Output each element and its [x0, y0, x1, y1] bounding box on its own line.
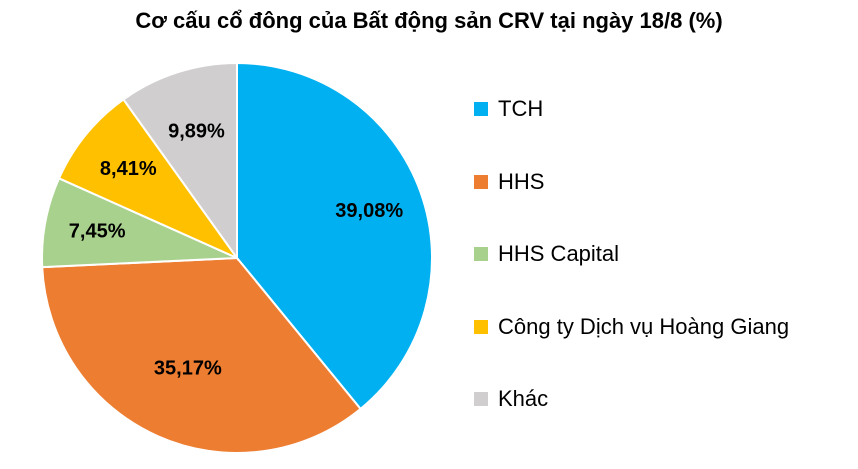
legend-swatch: [474, 247, 488, 261]
data-label: 9,89%: [168, 121, 225, 143]
pie-data-labels: 39,08% 35,17% 7,45% 8,41% 9,89%: [69, 121, 404, 380]
pie-slice-kh-c: [122, 61, 238, 262]
pie-slice-hhs: [41, 256, 362, 454]
legend-label: Công ty Dịch vụ Hoàng Giang: [498, 313, 790, 339]
legend-item: Khác: [474, 386, 548, 412]
legend-item: HHS Capital: [474, 241, 619, 267]
legend-swatch: [474, 319, 488, 334]
legend-label: HHS Capital: [498, 241, 620, 266]
data-label: 39,08%: [335, 200, 403, 222]
legend-item: Công ty Dịch vụ Hoàng Giang: [474, 314, 789, 340]
data-label: 35,17%: [154, 357, 222, 379]
pie-slices: [41, 61, 433, 454]
legend-label: HHS: [498, 168, 545, 194]
legend-swatch: [474, 392, 488, 406]
pie-slice-c-ng-ty-d-ch-v-ho-ng-giang: [57, 98, 240, 261]
legend-label: TCH: [498, 96, 544, 121]
legend-swatch: [474, 102, 488, 116]
legend-swatch: [474, 174, 488, 189]
chart-title: Cơ cấu cổ đông của Bất động sản CRV tại …: [135, 8, 723, 33]
pie-slice-tch: [236, 61, 433, 411]
legend-label: Khác: [498, 386, 549, 411]
legend-item: TCH: [474, 96, 543, 122]
data-label: 8,41%: [100, 158, 157, 180]
data-label: 7,45%: [69, 221, 126, 243]
legend-item: HHS: [474, 169, 544, 195]
